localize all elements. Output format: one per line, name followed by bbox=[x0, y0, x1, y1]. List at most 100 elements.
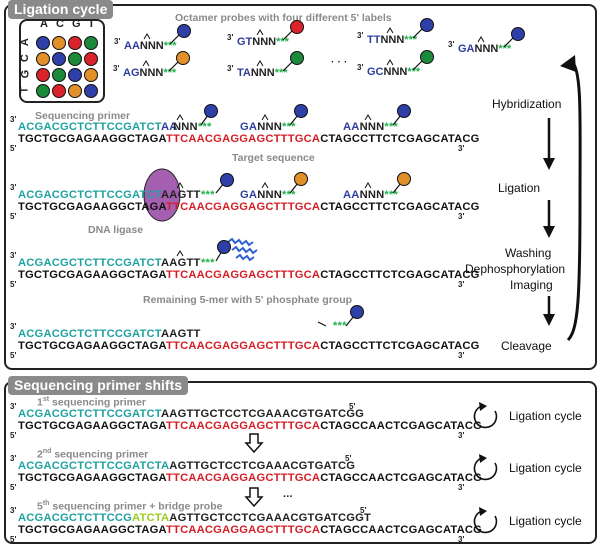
step-dephosphorylation: Dephosphorylation bbox=[465, 262, 566, 276]
shift-primer-row-1-part: ACGACGCTCTTCCGATCT bbox=[18, 408, 162, 420]
octamer-probe-prime: 3' bbox=[113, 64, 120, 73]
matrix-col-header: T bbox=[88, 18, 95, 30]
probe-prefix: GA bbox=[240, 189, 258, 201]
probe-nnn: NNN bbox=[173, 121, 198, 133]
shift-primer-row-1: ACGACGCTCTTCCGATCTAAGTTGCTCCTCGAAACGTGAT… bbox=[18, 408, 364, 420]
octamer-probe-prime: 3' bbox=[357, 63, 364, 72]
octamer-probe-prime: 3' bbox=[227, 64, 234, 73]
prime5-right: 5' bbox=[349, 402, 356, 411]
probe-stars: *** bbox=[197, 121, 212, 133]
label-number: 1 bbox=[37, 396, 43, 409]
prime3-right: 3' bbox=[458, 144, 465, 153]
probe-stars: *** bbox=[201, 189, 215, 201]
probe-nnn: NNN bbox=[359, 189, 385, 201]
shift-template-row-1-part: TGCTGCGAGAAGGCTAGA bbox=[18, 420, 166, 432]
probe-nnn: NNN bbox=[257, 121, 283, 133]
shift-template-row-2: TGCTGCGAGAAGGCTAGATTCAACGAGGAGCTTTGCACTA… bbox=[18, 472, 482, 484]
ligation-cycle-title: Ligation cycle bbox=[8, 0, 114, 19]
octamer-probe-prime: 3' bbox=[114, 37, 121, 46]
prime3-left: 3' bbox=[10, 322, 17, 331]
octamer-probe-prime: 3' bbox=[227, 33, 234, 42]
shift-primer-row-3-part: ATCTA bbox=[132, 512, 170, 524]
step-ligation: Ligation bbox=[498, 181, 541, 195]
octamer-probe-prime: 3' bbox=[448, 40, 455, 49]
probe-stars: *** bbox=[384, 189, 399, 201]
template-row-1-part: TGCTGCGAGAAGGCTAGA bbox=[18, 133, 166, 145]
prime3-left: 3' bbox=[10, 251, 17, 260]
template-row-3-part: CTAGCCTTCTCGAGCATACG bbox=[320, 269, 480, 281]
hybridized-probe: GANNN*** bbox=[240, 189, 296, 201]
primer-row-2-part: ACGACGCTCTTCCGATCT bbox=[18, 189, 162, 201]
hybridized-probe-1-tail: NNN*** bbox=[173, 121, 212, 133]
shift-primer-row-1-part: AAGTTGCTCCTCGAAACGTGATCGG bbox=[161, 408, 365, 420]
probe-prefix: AA bbox=[343, 121, 360, 133]
template-row-4-part: TTCAACGAGGAGCTTTGCA bbox=[166, 340, 321, 352]
template-row-2: TGCTGCGAGAAGGCTAGATTCAACGAGGAGCTTTGCACTA… bbox=[18, 201, 480, 213]
prime3-right: 3' bbox=[458, 280, 465, 289]
template-row-3-part: TTCAACGAGGAGCTTTGCA bbox=[166, 269, 321, 281]
prime3-left: 3' bbox=[10, 506, 17, 515]
prime5-right: 5' bbox=[345, 454, 352, 463]
template-row-4-part: CTAGCCTTCTCGAGCATACG bbox=[320, 340, 480, 352]
octamer-probe-prefix: GA bbox=[458, 43, 475, 55]
primer-row-3: ACGACGCTCTTCCGATCTAAGTT bbox=[18, 257, 201, 269]
hybridized-probe: AANNN*** bbox=[343, 121, 398, 133]
probe-stars: *** bbox=[333, 320, 347, 332]
cycle-label: Ligation cycle bbox=[509, 461, 582, 475]
prime5-left: 5' bbox=[10, 535, 17, 544]
primer-row-1-part: AA bbox=[161, 121, 178, 133]
step-washing: Washing bbox=[505, 246, 552, 260]
sequencing-primer-label: Sequencing primer bbox=[35, 110, 131, 122]
ligation-cycle-panel bbox=[4, 4, 597, 370]
shift-ellipsis: ... bbox=[283, 488, 293, 500]
prime5-left: 5' bbox=[10, 431, 17, 440]
template-row-2-part: CTAGCCTTCTCGAGCATACG bbox=[320, 201, 480, 213]
octamer-probe-prefix: AA bbox=[124, 40, 140, 52]
octamer-probe-nnn: NNN bbox=[139, 67, 164, 79]
template-row-3: TGCTGCGAGAAGGCTAGATTCAACGAGGAGCTTTGCACTA… bbox=[18, 269, 480, 281]
shift-primer-row-2-part: ACGACGCTCTTCCGATCTA bbox=[18, 460, 170, 472]
primer-row-4-part: AAGTT bbox=[161, 328, 201, 340]
template-row-4: TGCTGCGAGAAGGCTAGATTCAACGAGGAGCTTTGCACTA… bbox=[18, 340, 480, 352]
probe-stars: *** bbox=[384, 121, 399, 133]
prime3-left: 3' bbox=[10, 402, 17, 411]
step-hybridization: Hybridization bbox=[492, 97, 562, 111]
probe-prefix: GA bbox=[240, 121, 258, 133]
primer-row-2-part: AAGTT bbox=[161, 189, 201, 201]
octamer-probe-nnn: NNN bbox=[474, 43, 499, 55]
prime3-right: 3' bbox=[458, 431, 465, 440]
prime3-right: 3' bbox=[458, 535, 465, 544]
label-ordinal: nd bbox=[42, 448, 52, 455]
shift-primer-row-3: ACGACGCTCTTCCGATCTAAGTTGCTCCTCGAAACGTGAT… bbox=[18, 512, 371, 524]
sequencing-primer-label: 1st sequencing primer bbox=[37, 396, 146, 409]
shift-primer-row-3-part: AGTTGCTCCTCGAAACGTGATCGGT bbox=[169, 512, 372, 524]
shift-template-row-3: TGCTGCGAGAAGGCTAGATTCAACGAGGAGCTTTGCACTA… bbox=[18, 524, 482, 536]
label-ordinal: st bbox=[42, 396, 50, 403]
probe-stars: *** bbox=[282, 189, 296, 201]
primer-row-1-part: ACGACGCTCTTCCGATCT bbox=[18, 121, 162, 133]
octamer-probe-prefix: TT bbox=[367, 34, 381, 46]
probe-prefix: AA bbox=[343, 189, 360, 201]
prime5-left: 5' bbox=[10, 483, 17, 492]
octamer-probe-prefix: GC bbox=[367, 66, 384, 78]
template-row-4-part: TGCTGCGAGAAGGCTAGA bbox=[18, 340, 166, 352]
primer-row-4: ACGACGCTCTTCCGATCTAAGTT bbox=[18, 328, 201, 340]
probe-stars: *** bbox=[282, 121, 296, 133]
prime5-left: 5' bbox=[10, 144, 17, 153]
shift-template-row-1: TGCTGCGAGAAGGCTAGATTCAACGAGGAGCTTTGCACTA… bbox=[18, 420, 482, 432]
shift-template-row-1-part: TTCAACGAGGAGCTTTGCA bbox=[166, 420, 321, 432]
ligated-stars: *** bbox=[201, 189, 215, 201]
sequencing-primer-label: 2nd sequencing primer bbox=[37, 448, 148, 461]
template-row-1: TGCTGCGAGAAGGCTAGATTCAACGAGGAGCTTTGCACTA… bbox=[18, 133, 480, 145]
cleaved-fragment: *** bbox=[333, 320, 347, 332]
shift-template-row-1-part: CTAGCCAACTCGAGCATACG bbox=[320, 420, 483, 432]
probe-nnn: NNN bbox=[257, 189, 283, 201]
ligated-stars: *** bbox=[201, 257, 215, 269]
color-code-matrix bbox=[19, 19, 105, 103]
shift-template-row-2-part: CTAGCCAACTCGAGCATACG bbox=[320, 472, 483, 484]
octamer-probe-prefix: AG bbox=[123, 67, 140, 79]
prime3-right: 3' bbox=[458, 351, 465, 360]
label-number: 5 bbox=[37, 500, 43, 513]
octamer-probe-prefix: GT bbox=[237, 36, 253, 48]
